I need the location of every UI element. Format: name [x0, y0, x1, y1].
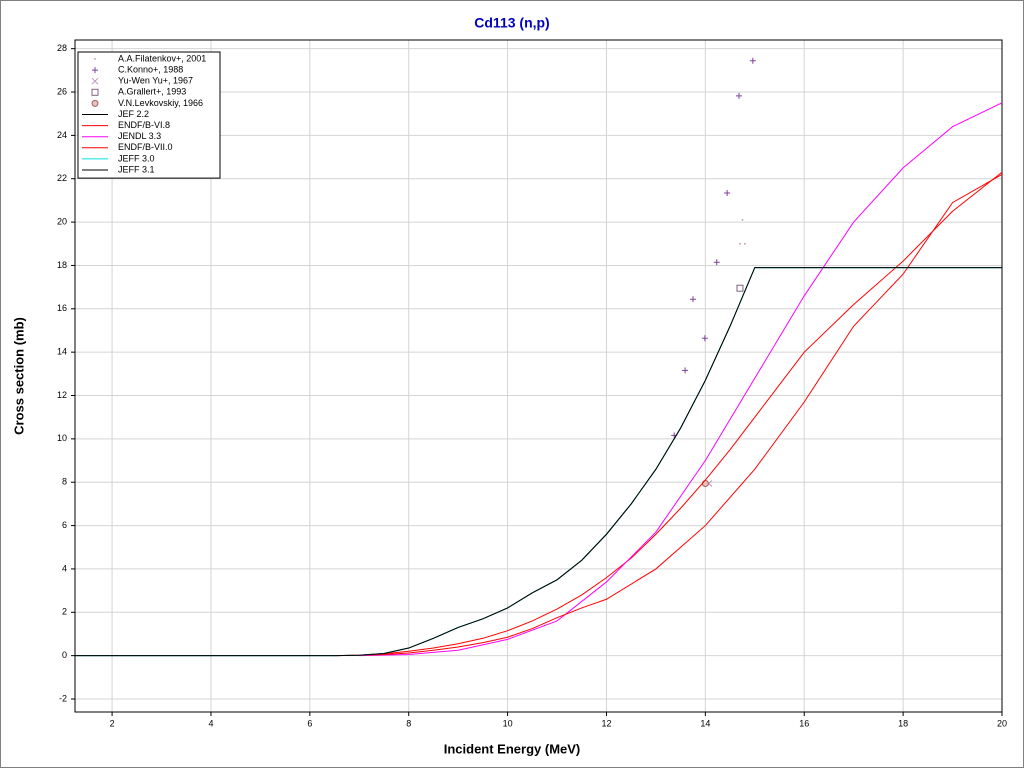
series-line — [75, 267, 1002, 657]
y-tick-label: 12 — [57, 390, 67, 400]
y-axis-label: Cross section (mb) — [11, 317, 26, 435]
legend-label: JEFF 3.0 — [118, 153, 155, 163]
x-tick-label: 8 — [406, 718, 411, 728]
y-tick-label: -2 — [59, 693, 67, 703]
legend-label: A.Grallert+, 1993 — [118, 87, 186, 97]
marker-dot — [744, 242, 746, 245]
y-tick-label: 20 — [57, 216, 67, 226]
marker-plus — [701, 335, 708, 342]
y-tick-label: 24 — [57, 130, 67, 140]
marker-plus — [92, 67, 98, 74]
y-tick-label: 14 — [57, 347, 67, 357]
marker-plus — [682, 367, 689, 374]
x-tick-label: 2 — [110, 718, 115, 728]
plot-area — [74, 39, 1003, 713]
legend-label: Yu-Wen Yu+, 1967 — [118, 76, 193, 86]
marker-plus — [749, 57, 756, 64]
legend-label: JEFF 3.1 — [118, 164, 155, 174]
series-line — [359, 102, 1002, 657]
marker-plus — [735, 92, 742, 99]
y-tick-label: 4 — [62, 563, 67, 573]
chart-title: Cd113 (n,p) — [474, 15, 549, 31]
y-tick-label: 6 — [62, 520, 67, 530]
y-tick-label: 26 — [57, 86, 67, 96]
y-tick-label: 10 — [57, 433, 67, 443]
x-tick-label: 16 — [799, 718, 809, 728]
legend-label: ENDF/B-VII.0 — [118, 142, 173, 152]
y-tick-label: 16 — [57, 303, 67, 313]
x-axis-label: Incident Energy (MeV) — [444, 741, 581, 756]
y-tick-label: 0 — [62, 650, 67, 660]
legend-box — [77, 51, 221, 179]
y-tick-label: 22 — [57, 173, 67, 183]
marker-plus — [713, 259, 720, 266]
marker-plus — [724, 190, 731, 197]
y-tick-label: 2 — [62, 607, 67, 617]
marker-square — [91, 88, 99, 96]
marker-plus — [690, 296, 696, 303]
legend-label: A.A.Filatenkov+, 2001 — [118, 53, 206, 63]
marker-dot — [741, 219, 744, 221]
legend-label: ENDF/B-VI.8 — [118, 120, 170, 130]
legend-label: JEF 2.2 — [118, 109, 149, 119]
x-tick-label: 6 — [307, 718, 312, 728]
x-tick-label: 12 — [601, 718, 611, 728]
series-line — [334, 171, 1002, 657]
plot-layer — [75, 57, 1002, 657]
legend-label: C.Konno+, 1988 — [118, 64, 183, 74]
marker-dot — [94, 58, 96, 60]
x-tick-label: 4 — [208, 718, 213, 728]
legend-label: V.N.Levkovskiy, 1966 — [118, 98, 203, 108]
legend-label: JENDL 3.3 — [118, 131, 161, 141]
y-tick-label: 8 — [62, 477, 67, 487]
series-line — [334, 173, 1002, 657]
x-tick-label: 14 — [700, 718, 710, 728]
x-tick-label: 20 — [997, 718, 1007, 728]
marker-square — [736, 284, 744, 292]
marker-circle — [701, 480, 709, 488]
marker-circle — [91, 99, 99, 107]
marker-dot — [739, 242, 741, 245]
marker-x — [91, 77, 99, 85]
x-tick-label: 18 — [898, 718, 908, 728]
x-tick-label: 10 — [503, 718, 513, 728]
y-tick-label: 28 — [57, 43, 67, 53]
y-tick-label: 18 — [57, 260, 67, 270]
